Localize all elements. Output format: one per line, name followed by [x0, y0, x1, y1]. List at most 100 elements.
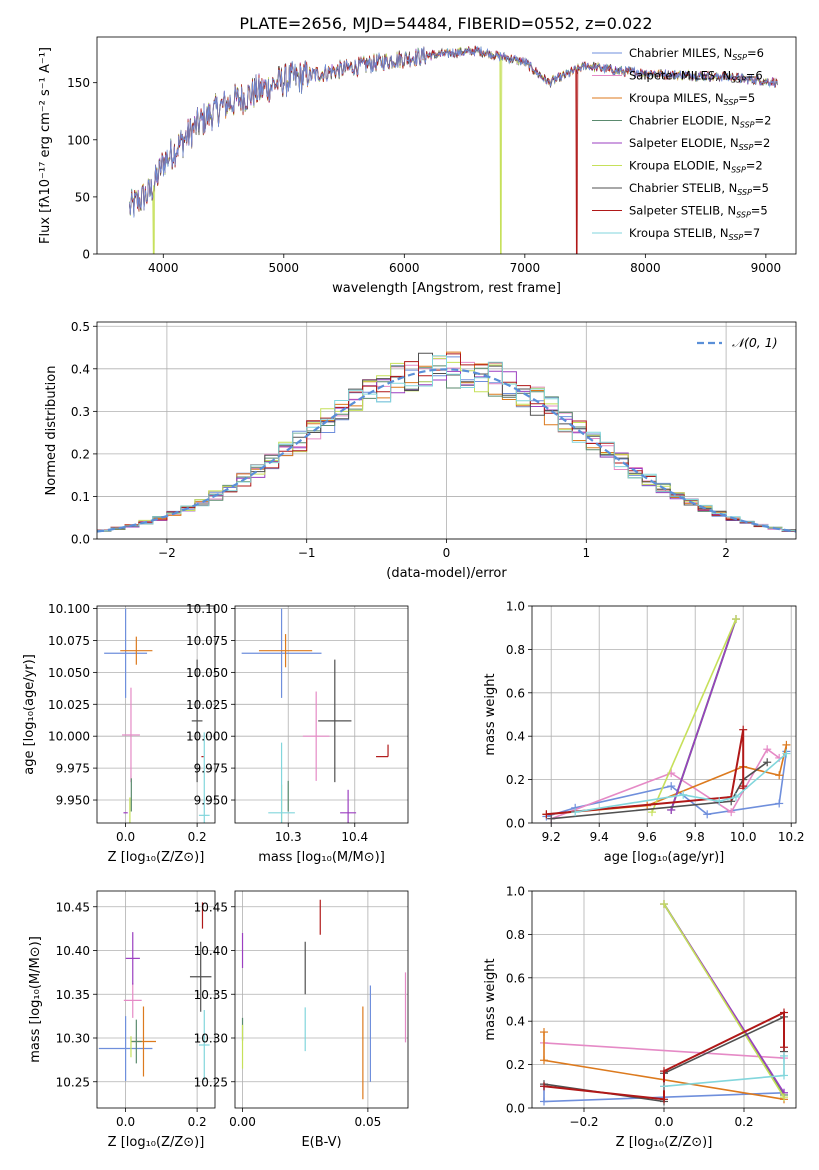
errorbar-salpeter_miles	[123, 982, 142, 1018]
x-tick-label: −1	[298, 546, 316, 560]
errorbar-chabrier_elodie	[130, 1019, 142, 1064]
y-tick-label: 10.45	[56, 900, 90, 914]
x-tick-label: 9.2	[542, 830, 561, 844]
weight-marker-kroupa_stelib	[732, 792, 740, 801]
x-tick-label: 10.2	[778, 830, 805, 844]
weight-line-salpeter_elodie	[670, 618, 737, 811]
y-tick-label: 0.4	[71, 362, 90, 376]
y-tick-label: 0.2	[506, 1058, 525, 1072]
y-tick-label: 10.000	[48, 730, 90, 744]
weight-line-salpeter_miles	[543, 1042, 785, 1059]
x-tick-label: 0	[443, 546, 451, 560]
y-tick-label: 0.0	[506, 1102, 525, 1116]
x-tick-label: 8000	[630, 261, 661, 275]
y-tick-label: 9.975	[194, 762, 228, 776]
y-tick-label: 0.2	[71, 447, 90, 461]
weight-vs-Z-frame	[531, 890, 797, 1109]
y-tick-label: 10.000	[186, 730, 228, 744]
errorbar-chabrier_miles	[104, 608, 148, 698]
residuals-legend-label: 𝒩(0, 1)	[732, 335, 778, 350]
spectrum-axes: 4000 5000 6000 7000 8000 9000 0 50 100 150 wavelen…	[38, 36, 797, 296]
weight-marker-kroupa_elodie	[732, 615, 740, 624]
y-tick-label: 10.050	[186, 666, 228, 680]
errorbar-salpeter_elodie	[340, 789, 357, 823]
y-tick-label: 50	[75, 190, 90, 204]
legend-label-salpeter_miles: Salpeter MILES, NSSP=6	[629, 69, 763, 85]
weight-marker-chabrier_miles	[540, 1097, 548, 1106]
errorbar-kroupa_miles	[258, 634, 313, 668]
y-tick-label: 0.3	[71, 405, 90, 419]
legend-label-chabrier_stelib: Chabrier STELIB, NSSP=5	[629, 181, 769, 197]
spectrum-ylabel: Flux [fλ10⁻¹⁷ erg cm⁻² s⁻¹ A⁻¹]	[38, 47, 53, 244]
y-tick-label: 0.6	[506, 686, 525, 700]
y-tick-label: 10.050	[48, 666, 90, 680]
weight-marker-chabrier_stelib	[547, 814, 556, 823]
ebv-plot-area	[241, 899, 407, 1100]
x-tick-label: −0.2	[569, 1115, 598, 1129]
errorbar-chabrier_stelib	[318, 659, 352, 783]
weight-vs-age-frame	[531, 605, 797, 824]
x-tick-label: 7000	[510, 261, 541, 275]
errorbar-kroupa_miles	[120, 636, 153, 665]
y-tick-label: 10.40	[194, 944, 228, 958]
y-tick-label: 0.5	[71, 320, 90, 334]
y-tick-label: 0.4	[506, 730, 525, 744]
weight-marker-salpeter_miles	[763, 745, 772, 754]
x-tick-label: 0.05	[355, 1115, 382, 1129]
spectrum-xlabel: wavelength [Angstrom, rest frame]	[332, 281, 561, 296]
y-tick-label: 10.25	[56, 1075, 90, 1089]
x-tick-label: 9.6	[638, 830, 657, 844]
x-tick-label: 9000	[751, 261, 782, 275]
x-tick-label: 0.2	[188, 830, 207, 844]
weight-vs-age-xlabel: age [log₁₀(age/yr)]	[604, 850, 725, 865]
errorbar-chabrier_stelib	[191, 659, 203, 783]
x-tick-label: 4000	[148, 261, 179, 275]
mass-vs-Z-xlabel: Z [log₁₀(Z/Z⊙)]	[108, 1135, 205, 1150]
weight-line-chabrier_miles	[543, 1086, 785, 1103]
weight-marker-kroupa_miles	[775, 771, 784, 780]
y-tick-label: 10.025	[186, 698, 228, 712]
weight-line-chabrier_stelib	[551, 761, 768, 820]
errorbar-chabrier_miles	[98, 1016, 153, 1081]
age-vs-Z-axes: 0.0 0.2 9.950 9.975 10.000 10.025 10.050 10.075…	[22, 602, 216, 865]
residuals-ylabel: Normed distribution	[44, 366, 59, 496]
x-tick-label: 9.8	[686, 830, 705, 844]
y-tick-label: 0.6	[506, 971, 525, 985]
weight-vs-age-plot-area	[542, 615, 791, 823]
weight-marker-kroupa_stelib	[780, 1051, 788, 1060]
x-tick-label: 0.0	[116, 830, 135, 844]
residuals-xlabel: (data-model)/error	[386, 566, 507, 581]
weight-marker-kroupa_stelib	[571, 808, 580, 817]
y-tick-label: 1.0	[506, 600, 525, 614]
y-tick-label: 0.8	[506, 928, 525, 942]
legend-label-chabrier_elodie: Chabrier ELODIE, NSSP=2	[629, 114, 771, 130]
y-tick-label: 10.35	[56, 988, 90, 1002]
age-vs-Z-frame	[96, 605, 216, 824]
age-vs-Z-ylabel: age [log₁₀(age/yr)]	[22, 654, 37, 775]
y-tick-label: 0.1	[71, 490, 90, 504]
y-tick-label: 9.950	[194, 794, 228, 808]
weight-marker-salpeter_stelib	[660, 1067, 668, 1076]
weight-marker-salpeter_stelib	[739, 782, 748, 791]
weight-marker-kroupa_elodie	[660, 900, 668, 909]
weight-marker-chabrier_stelib	[763, 758, 772, 767]
age-vs-mass-grid	[235, 606, 408, 823]
legend-label-chabrier_miles: Chabrier MILES, NSSP=6	[629, 46, 764, 62]
errorbar-chabrier_stelib	[189, 941, 212, 1012]
weight-marker-salpeter_stelib	[780, 1043, 788, 1052]
spectrum-legend: Chabrier MILES, NSSP=6 Salpeter MILES, NS…	[592, 46, 771, 242]
weight-marker-kroupa_stelib	[715, 797, 724, 806]
weight-marker-kroupa_elodie	[780, 1093, 788, 1102]
legend-label-kroupa_stelib: Kroupa STELIB, NSSP=7	[629, 226, 760, 242]
weight-marker-kroupa_miles	[540, 1056, 548, 1065]
errorbar-salpeter_miles	[302, 691, 330, 781]
spectrum-frame	[96, 36, 797, 255]
x-tick-label: 0.2	[188, 1115, 207, 1129]
x-tick-label: 0.00	[229, 1115, 256, 1129]
weight-marker-kroupa_stelib	[679, 790, 688, 799]
legend-label-kroupa_miles: Kroupa MILES, NSSP=5	[629, 91, 755, 107]
errorbar-kroupa_stelib	[198, 732, 210, 823]
age-vs-mass-axes: 10.3 10.4 9.950 9.975 10.000 10.025 10.050 10.0…	[186, 602, 409, 865]
x-tick-label: 1	[582, 546, 590, 560]
